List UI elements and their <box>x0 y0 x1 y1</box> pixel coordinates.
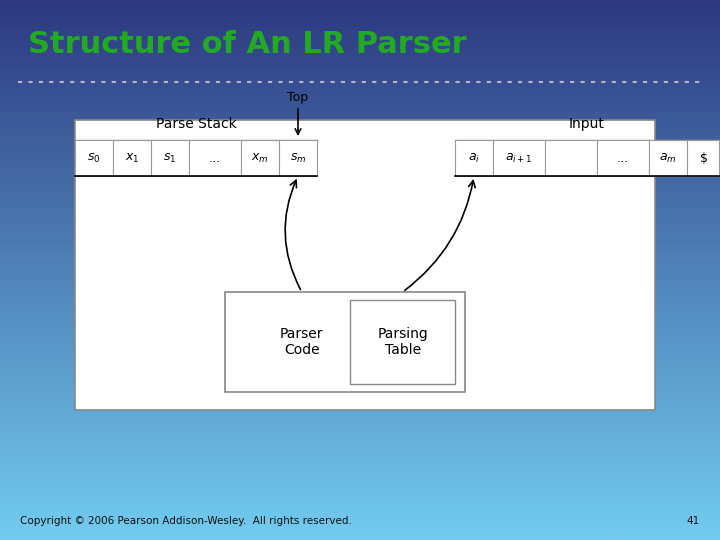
Bar <box>113 140 151 176</box>
Text: $s_0$: $s_0$ <box>87 151 101 165</box>
Bar <box>493 140 545 176</box>
Text: $a_m$: $a_m$ <box>660 151 677 165</box>
Bar <box>151 140 189 176</box>
FancyArrowPatch shape <box>285 180 300 289</box>
Text: Structure of An LR Parser: Structure of An LR Parser <box>28 30 467 59</box>
Text: Input: Input <box>569 117 605 131</box>
Text: $x_1$: $x_1$ <box>125 151 139 165</box>
Text: ...: ... <box>617 152 629 165</box>
Bar <box>649 140 687 176</box>
Bar <box>189 140 241 176</box>
Bar <box>225 292 465 392</box>
Text: $s_m$: $s_m$ <box>289 151 306 165</box>
Text: ...: ... <box>209 152 221 165</box>
Text: $a_i$: $a_i$ <box>468 151 480 165</box>
Bar <box>350 300 455 384</box>
Bar <box>545 140 597 176</box>
Bar <box>687 140 719 176</box>
Text: 41: 41 <box>687 516 700 526</box>
Text: $a_{i+1}$: $a_{i+1}$ <box>505 151 533 165</box>
Text: Parser
Code: Parser Code <box>280 327 323 357</box>
Text: $s_1$: $s_1$ <box>163 151 176 165</box>
FancyArrowPatch shape <box>405 180 475 291</box>
Text: $x_m$: $x_m$ <box>251 151 269 165</box>
Bar <box>75 140 113 176</box>
Bar <box>279 140 317 176</box>
Bar <box>241 140 279 176</box>
Text: Parsing
Table: Parsing Table <box>377 327 428 357</box>
Bar <box>455 140 493 176</box>
Bar <box>75 120 655 410</box>
Text: $\$$: $\$$ <box>698 150 708 166</box>
Bar <box>597 140 649 176</box>
Text: Top: Top <box>287 91 309 104</box>
Text: Copyright © 2006 Pearson Addison-Wesley.  All rights reserved.: Copyright © 2006 Pearson Addison-Wesley.… <box>20 516 352 526</box>
Text: Parse Stack: Parse Stack <box>156 117 236 131</box>
